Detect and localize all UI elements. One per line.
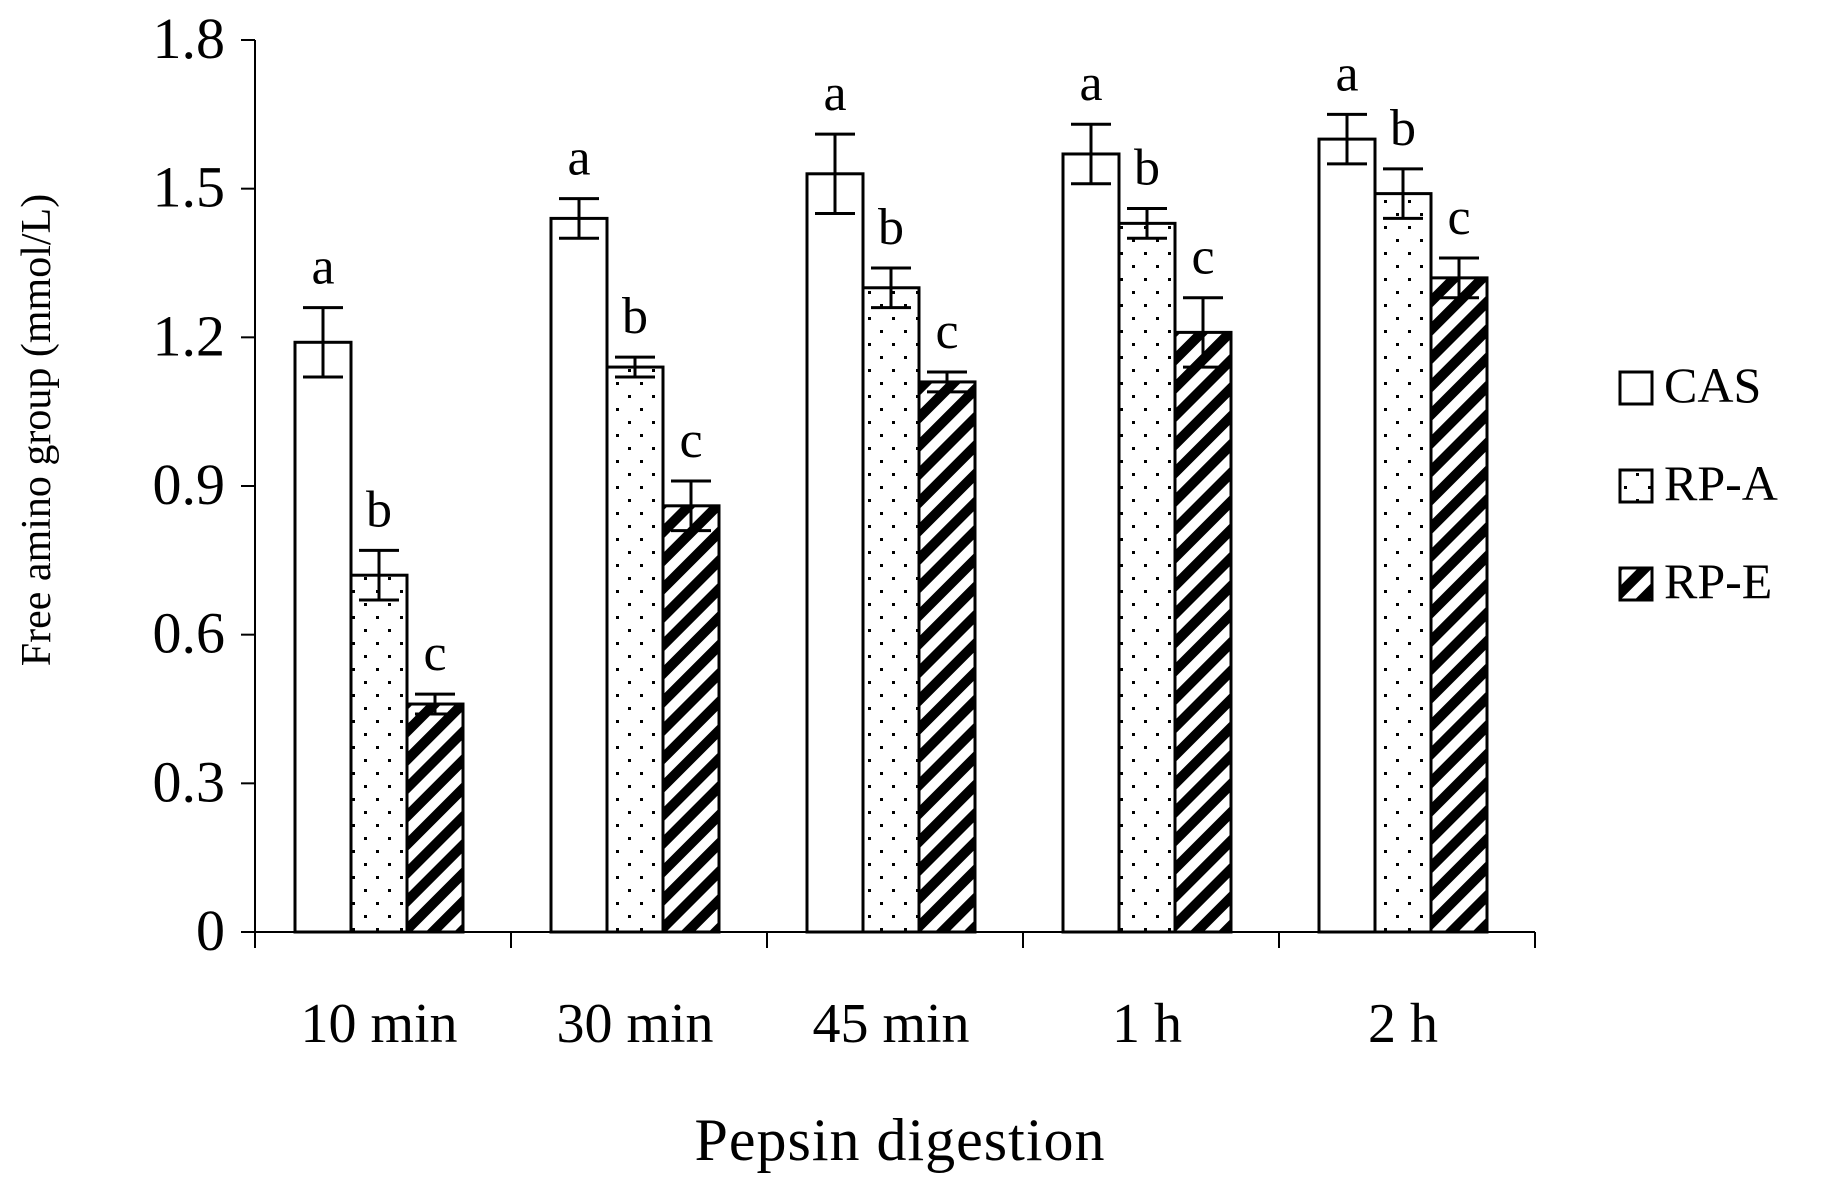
significance-letter: a (567, 130, 590, 187)
y-tick-label: 0.9 (153, 452, 226, 517)
significance-letter: c (1447, 189, 1470, 246)
legend-label: RP-E (1664, 553, 1772, 609)
x-axis-title: Pepsin digestion (694, 1107, 1105, 1173)
bar-rp-a (861, 286, 921, 934)
significance-letter: c (423, 625, 446, 682)
significance-letter: b (1390, 100, 1416, 157)
bar-cas (1061, 152, 1121, 934)
bar-rp-e (661, 504, 721, 934)
bar-rp-e (917, 380, 977, 934)
y-tick-label: 0.3 (153, 749, 226, 814)
significance-letter: a (823, 65, 846, 122)
legend: CAS RP-A RP-E (1618, 357, 1778, 609)
bar-rp-e (405, 702, 465, 934)
x-tick-label: 45 min (812, 993, 969, 1055)
y-tick-label: 1.5 (153, 155, 226, 220)
bar-rp-a (1373, 192, 1433, 934)
x-tick-label: 1 h (1112, 993, 1182, 1055)
bar-rp-a (349, 573, 409, 934)
bar-rp-a (605, 365, 665, 934)
bar-cas (805, 172, 865, 934)
significance-letter: a (1335, 45, 1358, 102)
significance-letter: a (311, 239, 334, 296)
y-tick-label: 1.8 (153, 6, 226, 71)
x-tick-label: 10 min (300, 993, 457, 1055)
legend-label: CAS (1664, 357, 1761, 413)
legend-swatch-rp-a (1618, 468, 1654, 504)
significance-letter: c (1191, 229, 1214, 286)
significance-letter: a (1079, 55, 1102, 112)
x-tick-label: 2 h (1368, 993, 1438, 1055)
bar-rp-e (1173, 330, 1233, 934)
y-tick-label: 1.2 (153, 303, 226, 368)
bar-rp-e (1429, 276, 1489, 934)
significance-letter: b (366, 481, 392, 538)
significance-letter: b (1134, 139, 1160, 196)
significance-letter: c (935, 303, 958, 360)
x-tick-label: 30 min (556, 993, 713, 1055)
significance-letter: c (679, 412, 702, 469)
y-tick-label: 0.6 (153, 601, 226, 666)
bar-cas (293, 340, 353, 934)
bar-cas (549, 216, 609, 934)
significance-letter: b (878, 199, 904, 256)
legend-label: RP-A (1664, 455, 1778, 511)
y-axis-title: Free amino group (mmol/L) (14, 194, 60, 666)
significance-letter: b (622, 288, 648, 345)
y-tick-label: 0 (196, 898, 225, 963)
legend-swatch-rp-e (1618, 566, 1654, 602)
bar-rp-a (1117, 221, 1177, 934)
legend-swatch-cas (1618, 370, 1654, 406)
bar-cas (1317, 137, 1377, 934)
